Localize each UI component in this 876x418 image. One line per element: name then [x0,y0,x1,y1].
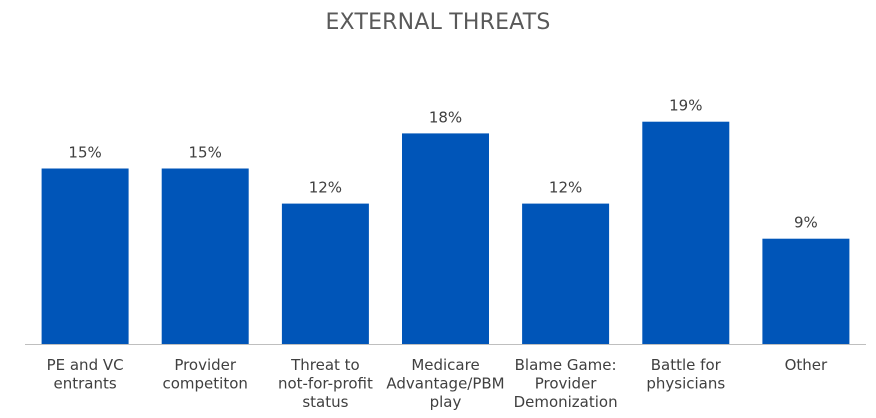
bar-1 [41,168,129,344]
bar-3 [281,203,369,344]
category-label-2: Provider competiton [162,356,247,393]
category-label-4: Medicare Advantage/PBM play [386,356,504,411]
category-label-6: Battle for physicians [646,356,725,393]
data-label-6: 19% [669,97,702,115]
bar-6 [642,121,730,344]
category-label-1: PE and VC entrants [47,356,124,393]
data-label-7: 9% [794,214,818,232]
category-label-5: Blame Game: Provider Demonization [514,356,618,411]
bar-2 [161,168,249,344]
data-label-3: 12% [309,179,342,197]
category-label-7: Other [785,356,828,374]
bar-5 [522,203,610,344]
category-label-3: Threat to not-for-profit status [278,356,373,411]
data-label-4: 18% [429,108,462,126]
bar-4 [402,133,489,344]
data-label-5: 12% [549,179,582,197]
chart-title: EXTERNAL THREATS [325,10,551,35]
data-label-2: 15% [189,144,222,162]
data-label-1: 15% [68,144,101,162]
bar-7 [762,238,850,344]
